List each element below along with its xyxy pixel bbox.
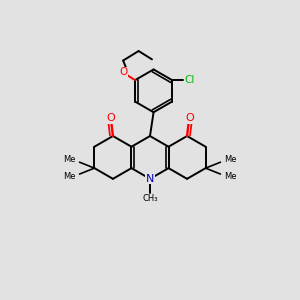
Text: Cl: Cl [185, 75, 195, 85]
Text: O: O [185, 113, 194, 123]
Text: O: O [119, 68, 127, 77]
Text: Me: Me [64, 172, 76, 181]
Text: Me: Me [224, 155, 236, 164]
Text: Me: Me [64, 155, 76, 164]
Text: CH₃: CH₃ [142, 194, 158, 203]
Text: Me: Me [224, 172, 236, 181]
Text: N: N [146, 174, 154, 184]
Text: O: O [106, 113, 115, 123]
